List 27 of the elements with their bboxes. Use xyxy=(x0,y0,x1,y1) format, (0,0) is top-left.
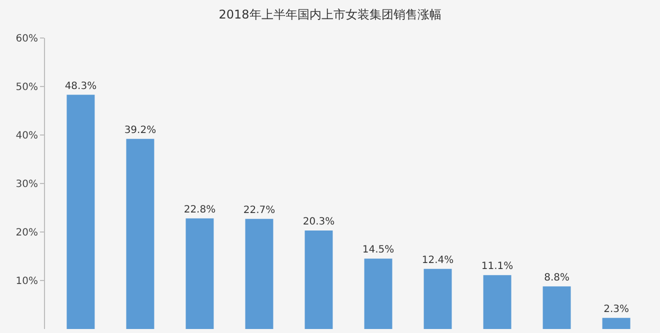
bar xyxy=(304,230,333,329)
bar xyxy=(542,286,571,329)
y-tick-label: 50% xyxy=(16,82,38,93)
y-tick-label: 20% xyxy=(16,228,38,238)
chart-title: 2018年上半年国内上市女装集团销售涨幅 xyxy=(218,7,442,22)
bar xyxy=(126,138,154,329)
data-label: 8.8% xyxy=(544,272,570,284)
bar xyxy=(245,218,274,329)
bar xyxy=(186,218,214,329)
data-label: 22.7% xyxy=(243,204,276,216)
data-label: 20.3% xyxy=(302,216,335,228)
bar xyxy=(66,94,95,329)
y-tick-label: 40% xyxy=(16,130,38,142)
data-label: 39.2% xyxy=(124,124,156,136)
data-label: 12.4% xyxy=(422,254,454,266)
bar xyxy=(602,318,630,329)
data-label: 11.1% xyxy=(481,261,514,272)
y-tick-label: 60% xyxy=(16,34,38,44)
data-label: 2.3% xyxy=(604,304,629,315)
data-label: 22.8% xyxy=(184,204,216,216)
data-label: 48.3% xyxy=(64,80,97,92)
y-tick-label: 10% xyxy=(16,276,38,287)
data-label: 14.5% xyxy=(362,244,394,256)
bar xyxy=(424,268,452,329)
y-tick-label: 30% xyxy=(16,179,38,190)
bar xyxy=(483,275,512,329)
bar xyxy=(364,258,392,329)
